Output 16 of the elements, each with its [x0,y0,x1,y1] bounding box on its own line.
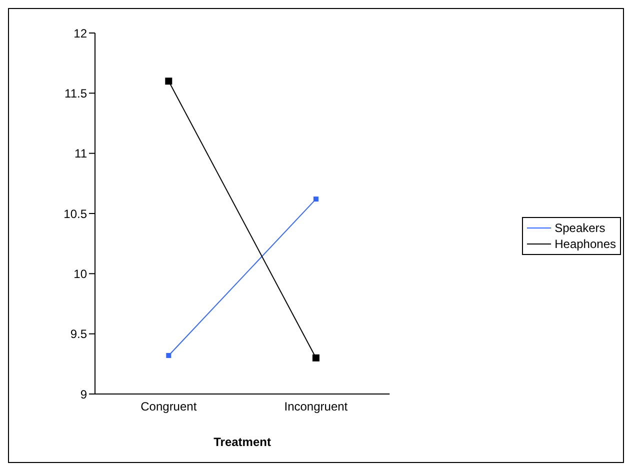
legend-label: Speakers [554,220,606,236]
point [166,352,172,358]
y-tick-label: 12 [74,26,88,40]
point [312,354,320,362]
legend-label: Heaphones [554,236,616,252]
y-tick-label: 10.5 [64,206,88,221]
y-tick-label: 11.5 [64,86,88,100]
point [165,78,172,85]
x-axis-title: Treatment [214,435,271,449]
y-tick-label: 9.5 [70,327,88,342]
x-tick-label: Congruent [140,400,198,414]
y-tick-label: 11 [74,146,88,161]
point [313,196,318,202]
y-tick-label: 10 [74,266,88,281]
y-tick-label: 9 [80,387,88,402]
x-tick-label: Incongruent [284,400,348,414]
